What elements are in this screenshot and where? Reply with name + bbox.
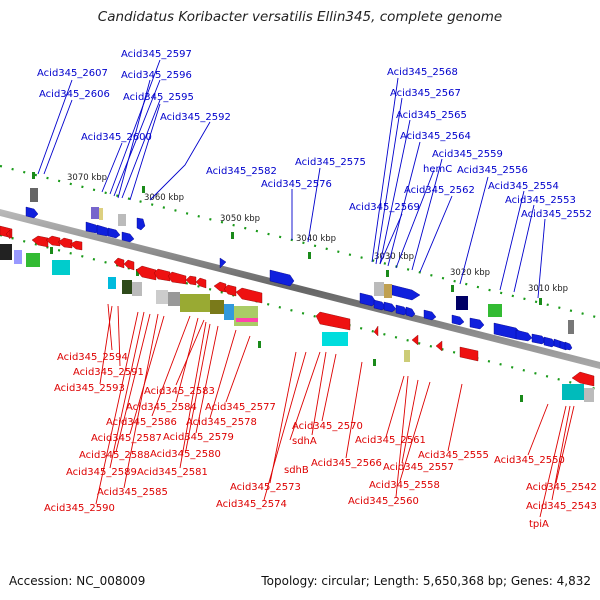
gene-label[interactable]: Acid345_2543 — [526, 501, 597, 512]
scale-label-3010: 3010 kbp — [528, 284, 568, 294]
gene-label[interactable]: Acid345_2574 — [216, 499, 287, 510]
gene-label[interactable]: Acid345_2561 — [355, 435, 426, 446]
reverse-genes — [0, 225, 595, 387]
forward-genes — [25, 206, 573, 351]
gene-label[interactable]: Acid345_2594 — [57, 352, 128, 363]
scale-label-3060: 3060 kbp — [144, 193, 184, 203]
reverse-colored-genes — [14, 250, 594, 402]
gene-label[interactable]: Acid345_2586 — [106, 417, 177, 428]
gene-label[interactable]: Acid345_2591 — [73, 367, 144, 378]
gene-label[interactable]: Acid345_2559 — [432, 149, 503, 160]
gene-label[interactable]: Acid345_2588 — [79, 450, 150, 461]
gene-label[interactable]: Acid345_2581 — [137, 467, 208, 478]
gene-label[interactable]: Acid345_2553 — [505, 195, 576, 206]
gene-label[interactable]: Acid345_2555 — [418, 450, 489, 461]
gene-label[interactable]: sdhA — [292, 436, 317, 447]
gene-label[interactable]: Acid345_2600 — [81, 132, 152, 143]
gene-label[interactable]: Acid345_2585 — [97, 487, 168, 498]
page-title: Candidatus Koribacter versatilis Ellin34… — [97, 9, 503, 25]
gene-label[interactable]: Acid345_2556 — [457, 165, 528, 176]
scale-label-3050: 3050 kbp — [220, 214, 260, 224]
gene-label[interactable]: Acid345_2576 — [261, 179, 332, 190]
scale-label-3040: 3040 kbp — [296, 234, 336, 244]
gene-label[interactable]: Acid345_2593 — [54, 383, 125, 394]
gene-label[interactable]: tpiA — [529, 519, 549, 530]
forward-dark-genes — [0, 188, 574, 334]
scale-label-3030: 3030 kbp — [374, 252, 414, 262]
gene-label[interactable]: Acid345_2570 — [292, 421, 363, 432]
gene-label[interactable]: Acid345_2587 — [91, 433, 162, 444]
gene-label[interactable]: Acid345_2584 — [126, 402, 197, 413]
gene-label[interactable]: Acid345_2558 — [369, 480, 440, 491]
accession-text: Accession: NC_008009 — [9, 574, 146, 588]
scale-label-3070: 3070 kbp — [67, 173, 107, 183]
gene-label[interactable]: Acid345_2607 — [37, 68, 108, 79]
gene-label[interactable]: hemC — [423, 164, 452, 175]
gene-label[interactable]: Acid345_2596 — [121, 70, 192, 81]
gene-label[interactable]: Acid345_2592 — [160, 112, 231, 123]
gene-label[interactable]: Acid345_2597 — [121, 49, 192, 60]
inner-scale-track — [0, 233, 600, 392]
gene-label[interactable]: Acid345_2577 — [205, 402, 276, 413]
gene-label[interactable]: Acid345_2589 — [66, 467, 137, 478]
gene-label[interactable]: Acid345_2554 — [488, 181, 559, 192]
topology-text: Topology: circular; Length: 5,650,368 bp… — [261, 574, 591, 588]
gene-label[interactable]: Acid345_2564 — [400, 131, 471, 142]
scale-ticks — [32, 172, 542, 402]
gene-label[interactable]: Acid345_2560 — [348, 496, 419, 507]
gene-label[interactable]: Acid345_2542 — [526, 482, 597, 493]
gene-label[interactable]: Acid345_2566 — [311, 458, 382, 469]
gene-label[interactable]: Acid345_2575 — [295, 157, 366, 168]
gene-label[interactable]: Acid345_2582 — [206, 166, 277, 177]
gene-label[interactable]: Acid345_2567 — [390, 88, 461, 99]
gene-label[interactable]: Acid345_2573 — [230, 482, 301, 493]
gene-label[interactable]: Acid345_2550 — [494, 455, 565, 466]
gene-label[interactable]: sdhB — [284, 465, 309, 476]
gene-label[interactable]: Acid345_2557 — [383, 462, 454, 473]
gene-label[interactable]: Acid345_2565 — [396, 110, 467, 121]
gene-label[interactable]: Acid345_2569 — [349, 202, 420, 213]
gene-label[interactable]: Acid345_2595 — [123, 92, 194, 103]
gene-label[interactable]: Acid345_2606 — [39, 89, 110, 100]
gene-label[interactable]: Acid345_2579 — [163, 432, 234, 443]
reverse-leaders — [95, 303, 575, 518]
gene-label[interactable]: Acid345_2568 — [387, 67, 458, 78]
scale-label-3020: 3020 kbp — [450, 268, 490, 278]
forward-leaders — [37, 59, 546, 299]
gene-label[interactable]: Acid345_2580 — [150, 449, 221, 460]
gene-label[interactable]: Acid345_2578 — [186, 417, 257, 428]
gene-label[interactable]: Acid345_2583 — [144, 386, 215, 397]
gene-label[interactable]: Acid345_2562 — [404, 185, 475, 196]
gene-label[interactable]: Acid345_2552 — [521, 209, 592, 220]
gene-label[interactable]: Acid345_2590 — [44, 503, 115, 514]
genome-backbone — [0, 209, 600, 369]
